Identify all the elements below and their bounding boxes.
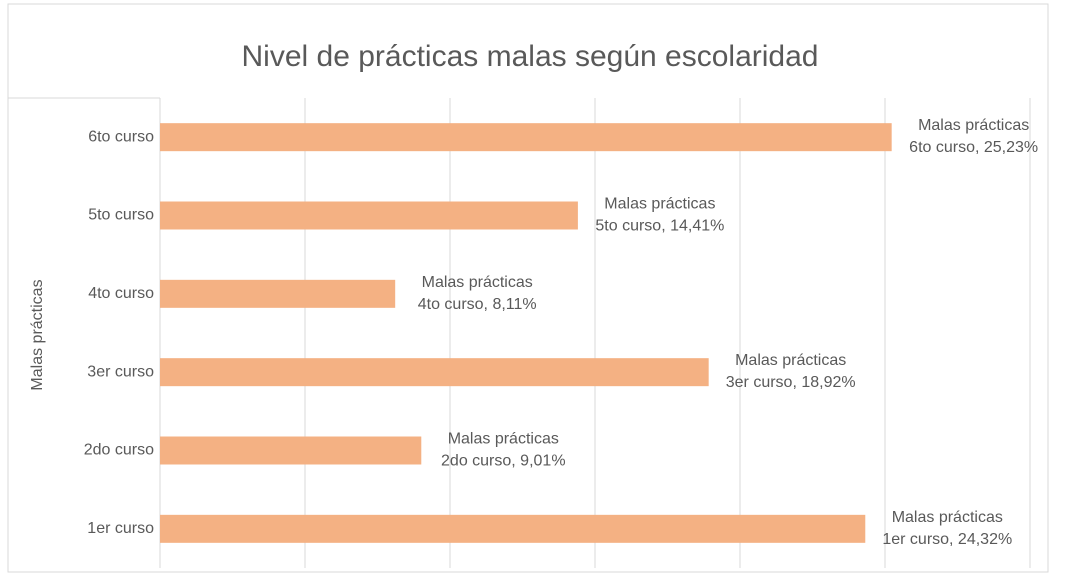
y-tick-label: 2do curso [84,442,154,459]
data-label: Malas prácticas 1er curso, 24,32% [882,509,1012,548]
data-label: Malas prácticas 3er curso, 18,92% [726,352,856,391]
data-label-series: Malas prácticas [448,431,559,448]
chart-title: Nivel de prácticas malas según escolarid… [242,40,819,73]
y-tick-label: 3er curso [87,363,154,380]
data-label-value: 5to curso, 14,41% [595,218,724,235]
y-axis-title: Malas prácticas [29,279,46,390]
data-label-value: 6to curso, 25,23% [909,139,1038,156]
data-label: Malas prácticas 5to curso, 14,41% [595,196,724,235]
data-label-value: 1er curso, 24,32% [882,531,1012,548]
data-label-series: Malas prácticas [604,196,715,213]
data-label-series: Malas prácticas [892,509,1003,526]
bar [160,123,892,152]
y-tick-label: 1er curso [87,520,154,537]
data-label-value: 3er curso, 18,92% [726,374,856,391]
y-tick-label: 6to curso [88,128,154,145]
bar [160,201,578,230]
bar [160,514,866,543]
data-label-value: 2do curso, 9,01% [441,453,566,470]
y-tick-label: 4to curso [88,285,154,302]
data-label: Malas prácticas 4to curso, 8,11% [418,274,537,313]
bar [160,358,709,387]
data-label-series: Malas prácticas [918,117,1029,134]
y-tick-label: 5to curso [88,207,154,224]
data-label: Malas prácticas 2do curso, 9,01% [441,431,566,470]
bar [160,436,422,465]
data-label-series: Malas prácticas [735,352,846,369]
bar [160,279,396,308]
data-label-series: Malas prácticas [422,274,533,291]
data-label: Malas prácticas 6to curso, 25,23% [909,117,1038,156]
data-label-value: 4to curso, 8,11% [418,296,537,313]
